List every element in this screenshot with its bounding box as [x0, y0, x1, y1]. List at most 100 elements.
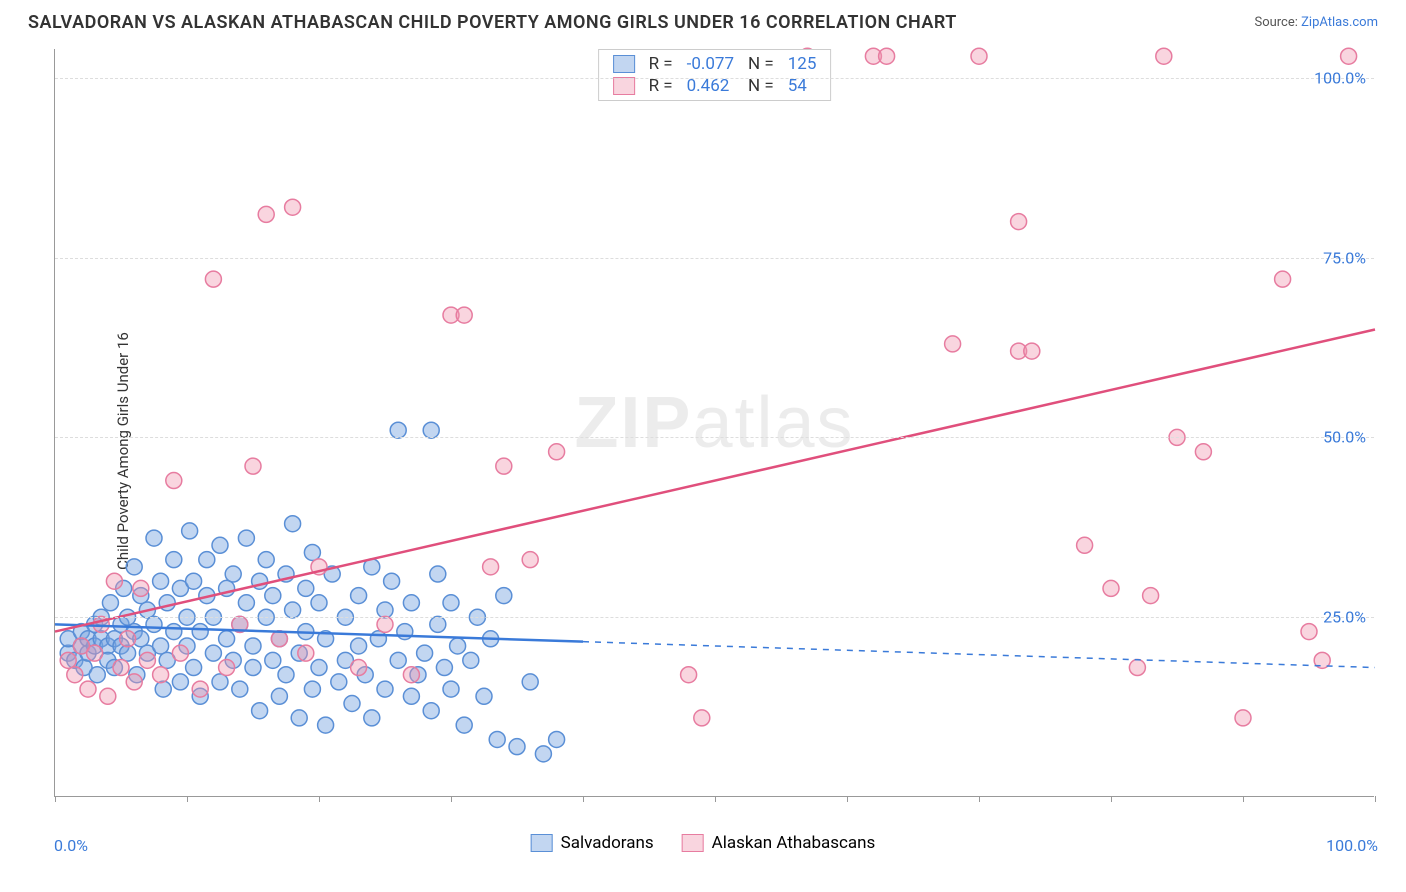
data-point: [182, 523, 198, 539]
data-point: [681, 667, 697, 683]
data-point: [291, 710, 307, 726]
source-credit: Source: ZipAtlas.com: [1254, 15, 1378, 30]
data-point: [225, 566, 241, 582]
data-point: [351, 660, 367, 676]
data-point: [423, 703, 439, 719]
data-point: [60, 652, 76, 668]
data-point: [489, 731, 505, 747]
data-point: [304, 681, 320, 697]
data-point: [1275, 271, 1291, 287]
data-point: [463, 652, 479, 668]
source-link[interactable]: ZipAtlas.com: [1301, 15, 1378, 30]
n-value-0: 125: [788, 54, 817, 74]
plot-area: ZIPatlas R = -0.077 N = 125 R = 0.462 N …: [54, 49, 1374, 797]
data-point: [304, 544, 320, 560]
data-point: [403, 595, 419, 611]
data-point: [265, 588, 281, 604]
data-point: [245, 458, 261, 474]
data-point: [430, 566, 446, 582]
data-point: [166, 624, 182, 640]
data-point: [186, 573, 202, 589]
data-point: [351, 638, 367, 654]
data-point: [483, 559, 499, 575]
data-point: [212, 537, 228, 553]
r-value-0: -0.077: [687, 54, 734, 74]
legend-label-0: Salvadorans: [561, 833, 654, 853]
data-point: [258, 206, 274, 222]
r-label-1: R =: [649, 76, 673, 96]
legend-item-0: Salvadorans: [531, 833, 654, 853]
data-point: [344, 696, 360, 712]
data-point: [879, 48, 895, 64]
data-point: [311, 660, 327, 676]
n-label-1: N =: [748, 76, 774, 96]
data-point: [377, 616, 393, 632]
data-point: [146, 616, 162, 632]
data-point: [172, 645, 188, 661]
data-point: [1129, 660, 1145, 676]
data-point: [212, 674, 228, 690]
data-point: [476, 688, 492, 704]
data-point: [403, 667, 419, 683]
data-point: [89, 667, 105, 683]
y-tick-label: 25.0%: [1323, 608, 1366, 627]
data-point: [139, 652, 155, 668]
data-point: [549, 444, 565, 460]
data-point: [285, 199, 301, 215]
data-point: [522, 674, 538, 690]
plot-svg: [55, 49, 1374, 796]
data-point: [1024, 343, 1040, 359]
data-point: [370, 631, 386, 647]
data-point: [205, 645, 221, 661]
data-point: [87, 645, 103, 661]
data-point: [80, 681, 96, 697]
data-point: [1077, 537, 1093, 553]
data-point: [133, 580, 149, 596]
data-point: [186, 660, 202, 676]
data-point: [100, 688, 116, 704]
trend-line: [55, 330, 1375, 632]
data-point: [146, 530, 162, 546]
data-point: [377, 602, 393, 618]
y-tick-label: 75.0%: [1323, 248, 1366, 267]
data-point: [120, 645, 136, 661]
data-point: [192, 681, 208, 697]
data-point: [318, 717, 334, 733]
data-point: [423, 422, 439, 438]
data-point: [403, 688, 419, 704]
data-point: [155, 681, 171, 697]
data-point: [205, 271, 221, 287]
data-point: [456, 307, 472, 323]
legend-item-1: Alaskan Athabascans: [682, 833, 876, 853]
data-point: [245, 660, 261, 676]
data-point: [258, 552, 274, 568]
data-point: [106, 573, 122, 589]
data-point: [219, 631, 235, 647]
data-point: [390, 422, 406, 438]
data-point: [120, 631, 136, 647]
data-point: [1103, 580, 1119, 596]
data-point: [384, 573, 400, 589]
data-point: [535, 746, 551, 762]
correlation-legend: R = -0.077 N = 125 R = 0.462 N = 54: [598, 49, 832, 101]
data-point: [417, 645, 433, 661]
legend-swatch-series-0: [613, 55, 635, 73]
data-point: [694, 710, 710, 726]
y-tick-label: 100.0%: [1314, 68, 1366, 87]
data-point: [364, 710, 380, 726]
x-tick-label-max: 100.0%: [1326, 836, 1378, 855]
data-point: [456, 717, 472, 733]
data-point: [238, 595, 254, 611]
data-point: [126, 559, 142, 575]
data-point: [245, 638, 261, 654]
legend-swatch-1: [682, 834, 704, 852]
data-point: [522, 552, 538, 568]
source-prefix: Source:: [1254, 15, 1301, 30]
data-point: [496, 588, 512, 604]
chart-container: Child Poverty Among Girls Under 16 ZIPat…: [0, 41, 1406, 861]
r-value-1: 0.462: [687, 76, 734, 96]
data-point: [67, 667, 83, 683]
data-point: [219, 660, 235, 676]
data-point: [298, 645, 314, 661]
data-point: [430, 616, 446, 632]
